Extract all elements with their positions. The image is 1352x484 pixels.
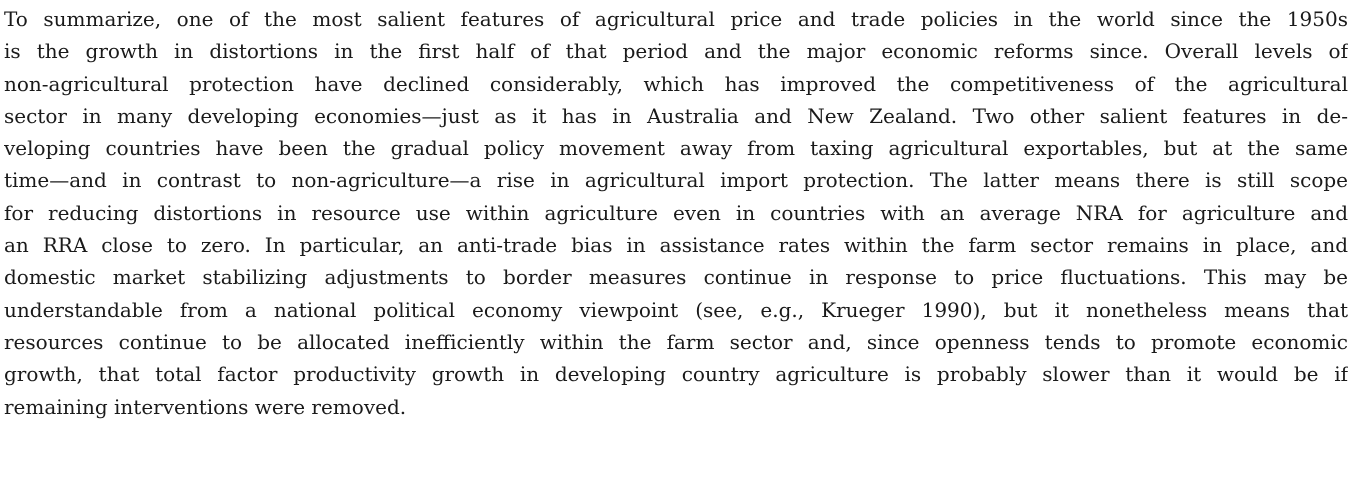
text-line: an RRA close to zero. In particular, an …: [4, 233, 1348, 258]
text-line: resources continue to be allocated ineff…: [4, 329, 1348, 354]
text-line: for reducing distortions in resource use…: [4, 200, 1348, 225]
text-line: sector in many developing economies—just…: [4, 103, 1348, 128]
text-line: veloping countries have been the gradual…: [4, 136, 1348, 161]
text-line: understandable from a national political…: [4, 297, 1348, 322]
text-line: domestic market stabilizing adjustments …: [4, 265, 1348, 290]
text-line: growth, that total factor productivity g…: [4, 362, 1348, 387]
text-line: To summarize, one of the most salient fe…: [4, 7, 1348, 31]
text-line: is the growth in distortions in the firs…: [4, 39, 1348, 64]
text-line: remaining interventions were removed.: [4, 394, 407, 419]
text-line: time—and in contrast to non-agriculture—…: [4, 168, 1348, 193]
text-line: non-agricultural protection have decline…: [4, 71, 1348, 96]
paragraph: To summarize, one of the most salient fe…: [4, 3, 1348, 423]
